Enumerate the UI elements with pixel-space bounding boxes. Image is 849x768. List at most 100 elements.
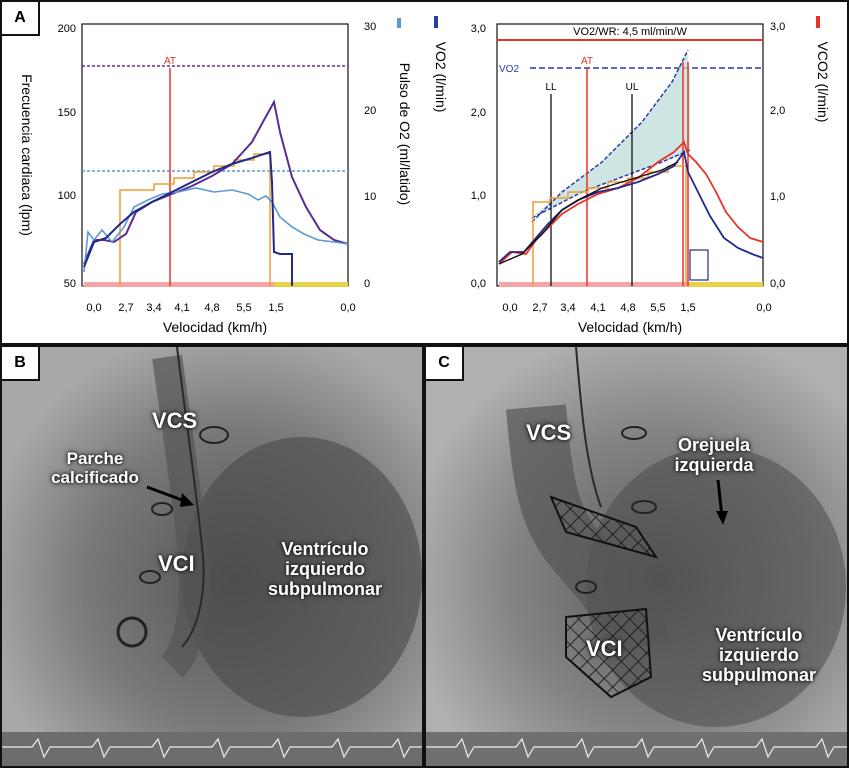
chart-right-shaded-area: [532, 52, 690, 217]
xray-c-catheter: [575, 347, 602, 508]
xray-b-wire-2: [151, 502, 173, 516]
label-parche: Parche calcificado: [51, 449, 139, 488]
xray-c-ventricle-shadow: [586, 447, 846, 727]
label-ventriculo-b: Ventrículo izquierdo subpulmonar: [267, 539, 382, 600]
panel-a-label: A: [2, 2, 40, 36]
chart-right-vo2-label: VO2: [499, 64, 519, 75]
chart-left-series-navy: [83, 150, 293, 286]
xray-c-wire-2: [631, 500, 657, 514]
xray-b-ecg-trace: [2, 737, 422, 759]
xray-b-ventricle-shadow: [182, 437, 422, 717]
chart-right-y-legend-swatch: [434, 16, 438, 28]
chart-left-y2tick-20: 20: [364, 105, 376, 117]
chart-right-y2label: VCO2 (l/min): [815, 42, 831, 123]
xray-c-wire-1: [621, 426, 647, 440]
chart-right-xtick-5: 5,5: [650, 302, 665, 314]
xray-b-wire-1: [199, 426, 229, 444]
xray-c-arrow: [716, 479, 724, 518]
chart-left: AT 200 150 100 50 30 20 10 0 0,0 2,7 3,4…: [19, 18, 413, 335]
xray-c-ecg-trace: [426, 737, 847, 759]
chart-left-ytick-100: 100: [58, 190, 76, 202]
chart-right: VO2/WR: 4,5 ml/min/W VO2 LL AT UL: [433, 16, 831, 335]
chart-right-y2tick-3: 3,0: [770, 21, 785, 33]
label-vci-b: VCI: [158, 551, 195, 576]
chart-right-pinkbar: [499, 282, 689, 287]
xray-c-stent-lower: [565, 607, 653, 699]
chart-right-ul-label: UL: [626, 82, 639, 93]
chart-left-frame: [81, 23, 349, 287]
chart-right-xtick-7: 0,0: [756, 302, 771, 314]
chart-right-ytick-3: 3,0: [471, 23, 486, 35]
xray-b-image: [2, 347, 422, 766]
panel-b-label: B: [2, 347, 40, 381]
chart-left-xtick-1: 2,7: [118, 302, 133, 314]
panel-b-xray: B VCS Parche calcificado VCI Ventrículo …: [0, 345, 424, 768]
xray-c-conduit-shadow: [506, 404, 670, 657]
chart-left-y2-legend-swatch: [397, 18, 401, 28]
chart-left-xtick-6: 1,5: [268, 302, 283, 314]
chart-right-xtick-2: 3,4: [560, 302, 575, 314]
chart-right-at-label: AT: [581, 56, 593, 67]
chart-left-xtick-0: 0,0: [86, 302, 101, 314]
xray-c-stent-upper: [549, 495, 659, 559]
label-vcs-c: VCS: [526, 420, 572, 445]
chart-left-xtick-3: 4,1: [174, 302, 189, 314]
chart-left-series-purple: [83, 99, 349, 265]
chart-left-ytick-50: 50: [64, 278, 76, 290]
label-vci-c: VCI: [586, 636, 623, 661]
chart-right-dashed-upper: [531, 49, 689, 223]
chart-left-y2tick-0: 0: [364, 278, 370, 290]
charts-svg: AT 200 150 100 50 30 20 10 0 0,0 2,7 3,4…: [19, 16, 831, 335]
chart-right-series-blue: [498, 149, 764, 263]
chart-left-xlabel: Velocidad (km/h): [163, 319, 267, 335]
chart-right-blue-box: [689, 249, 709, 281]
chart-right-ytick-0: 0,0: [471, 278, 486, 290]
chart-right-ytick-2: 2,0: [471, 107, 486, 119]
chart-left-pinkbar: [84, 282, 274, 287]
chart-right-dashed-lower: [531, 149, 691, 219]
label-ventriculo-c: Ventrículo izquierdo subpulmonar: [701, 625, 816, 686]
chart-left-series-orange: [119, 153, 271, 286]
chart-right-yellowbar: [689, 282, 763, 287]
chart-right-xtick-6: 1,5: [680, 302, 695, 314]
chart-left-series-blue: [83, 187, 349, 273]
xray-b-catheter: [176, 347, 205, 648]
chart-left-ytick-200: 200: [58, 23, 76, 35]
label-vcs-b: VCS: [152, 408, 198, 433]
chart-left-xtick-4: 4,8: [204, 302, 219, 314]
chart-right-xtick-0: 0,0: [502, 302, 517, 314]
xray-b-coil: [116, 616, 148, 648]
chart-right-title: VO2/WR: 4,5 ml/min/W: [573, 26, 687, 38]
chart-right-y2tick-2: 2,0: [770, 105, 785, 117]
chart-right-ytick-1: 1,0: [471, 190, 486, 202]
chart-right-series-orange: [532, 165, 687, 286]
chart-right-y2tick-1: 1,0: [770, 191, 785, 203]
xray-c-arrow-head: [716, 511, 728, 525]
chart-right-ll-label: LL: [545, 82, 557, 93]
chart-left-ytick-150: 150: [58, 107, 76, 119]
chart-left-y2label: Pulso de O2 (ml/latido): [397, 63, 413, 205]
chart-left-xtick-5: 5,5: [236, 302, 251, 314]
chart-left-ylabel: Frecuencia cardiaca (lpm): [19, 74, 35, 236]
chart-right-ylabel: VO2 (l/min): [433, 42, 449, 113]
xray-c-ecg-strip: [426, 732, 847, 766]
panel-c-xray: C VCS Orejuela izquierda VCI Ventrículo …: [424, 345, 849, 768]
chart-right-xtick-3: 4,1: [590, 302, 605, 314]
chart-left-at-label: AT: [164, 56, 176, 67]
chart-right-y2-legend-swatch: [816, 16, 820, 28]
xray-c-image: [426, 347, 847, 766]
chart-right-series-black: [498, 161, 679, 265]
xray-c-wire-3: [575, 580, 597, 594]
chart-right-xlabel: Velocidad (km/h): [578, 319, 682, 335]
xray-b-arrow-head: [180, 493, 194, 507]
xray-b-wire-3: [139, 570, 161, 584]
chart-left-y2tick-10: 10: [364, 191, 376, 203]
xray-b-ecg-strip: [2, 732, 422, 766]
xray-b-vein-shadow: [152, 354, 209, 678]
chart-left-xtick-2: 3,4: [146, 302, 161, 314]
chart-left-xtick-7: 0,0: [340, 302, 355, 314]
chart-right-xtick-1: 2,7: [532, 302, 547, 314]
panel-c-label: C: [426, 347, 464, 381]
chart-right-y2tick-0: 0,0: [770, 278, 785, 290]
chart-left-yellowbar: [274, 282, 348, 287]
